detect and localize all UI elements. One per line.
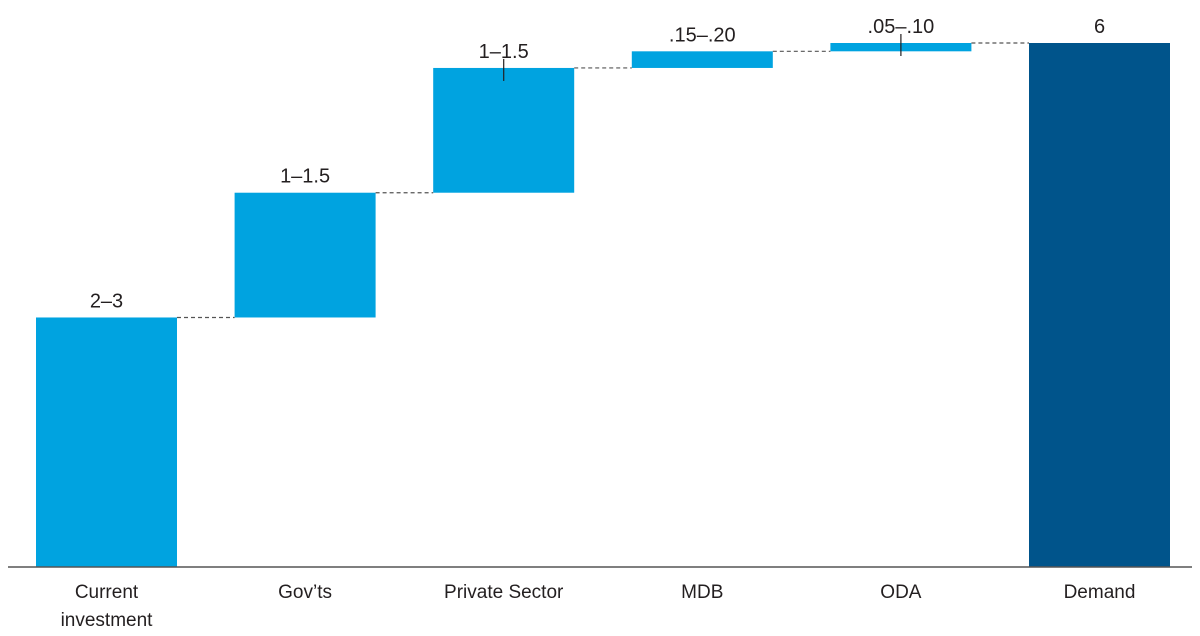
category-label-oda: ODA	[880, 582, 922, 603]
category-label-gov-ts: Gov’ts	[278, 582, 332, 603]
category-label-demand: Demand	[1064, 582, 1136, 603]
bar-layer	[36, 43, 1170, 567]
connector-layer	[177, 42, 1029, 319]
value-label-gov-ts: 1–1.5	[280, 166, 330, 188]
category-label-layer: Current investment Gov’ts Private Sector MDB…	[61, 582, 1136, 631]
value-label-layer: 2–3 1–1.5 1–1.5 .15–.20 .05–.10 6	[90, 16, 1105, 312]
value-label-private-sector: 1–1.5	[479, 41, 529, 63]
bar-private-sector	[433, 67, 575, 193]
category-label-private-sector: Private Sector	[444, 582, 564, 603]
bar-current-investment	[36, 317, 177, 567]
bar-gov-ts	[234, 192, 376, 318]
bar-mdb	[631, 51, 773, 68]
value-label-current-investment: 2–3	[90, 290, 123, 312]
value-label-demand: 6	[1094, 16, 1105, 38]
range-tick-layer	[503, 34, 902, 81]
category-label-current-investment: Current investment	[61, 582, 154, 631]
bar-demand	[1029, 43, 1170, 567]
value-label-oda: .05–.10	[868, 16, 935, 38]
category-label-mdb: MDB	[681, 582, 723, 603]
value-label-mdb: .15–.20	[669, 24, 736, 46]
